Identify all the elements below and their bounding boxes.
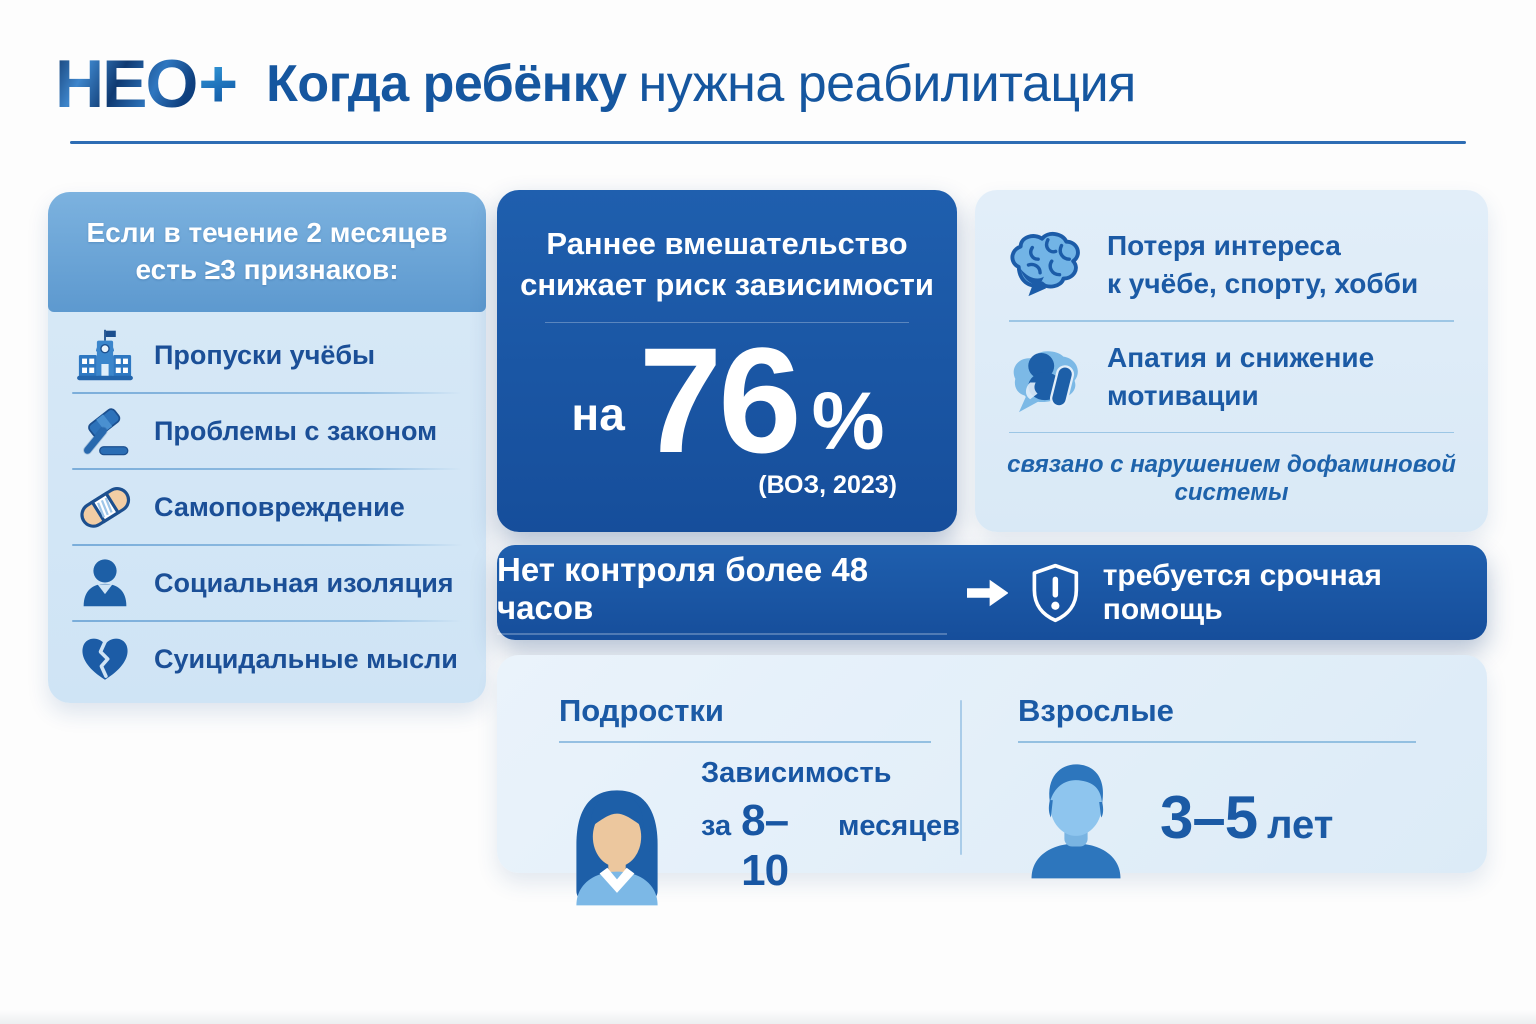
adults-suffix: лет bbox=[1267, 803, 1334, 847]
apathy-icon bbox=[1005, 340, 1083, 414]
brain-icon bbox=[1005, 228, 1083, 302]
alert-banner: Нет контроля более 48 часов требуется ср… bbox=[497, 545, 1487, 640]
alert-condition: Нет контроля более 48 часов bbox=[497, 551, 947, 635]
divider bbox=[72, 468, 462, 470]
sign-label-selfharm: Самоповреждение bbox=[154, 491, 405, 522]
broken-heart-icon bbox=[76, 630, 134, 688]
bandage-icon bbox=[76, 478, 134, 536]
divider bbox=[72, 392, 462, 394]
adults-column: Взрослые 3–5 лет bbox=[960, 655, 1487, 878]
teens-range: 8–10 bbox=[741, 795, 789, 895]
list-item: Потеря интереса к учёбе, спорту, хобби bbox=[1005, 210, 1458, 320]
divider bbox=[1009, 431, 1454, 433]
logo: НЕО + bbox=[55, 46, 238, 122]
teens-column: Подростки Зависимость за 8–10 bbox=[497, 655, 960, 905]
list-item: Пропуски учёбы bbox=[58, 318, 476, 392]
list-item: Самоповреждение bbox=[58, 470, 476, 544]
adult-man-avatar bbox=[1031, 763, 1121, 878]
divider bbox=[1018, 741, 1416, 743]
signs-list: Пропуски учёбы Проблемы с законом bbox=[48, 312, 486, 696]
stat-value-row: на 76 % bbox=[497, 325, 957, 475]
page-title-light: нужна реабилитация bbox=[638, 55, 1137, 113]
teens-content: Зависимость за 8–10 месяцев bbox=[559, 757, 960, 906]
shield-alert-icon bbox=[1032, 563, 1079, 622]
sign-label-isolation: Социальная изоляция bbox=[154, 567, 454, 598]
list-item: Суицидальные мысли bbox=[58, 622, 476, 696]
symptom-line1: Апатия и снижение bbox=[1107, 341, 1375, 373]
list-item: Апатия и снижение мотивации bbox=[1005, 322, 1458, 432]
signs-header-line2: есть ≥3 признаков: bbox=[135, 254, 399, 285]
stat-line1: Раннее вмешательство bbox=[546, 226, 908, 261]
stat-card: Раннее вмешательство снижает риск зависи… bbox=[497, 190, 957, 532]
timeline-panel: Подростки Зависимость за 8–10 bbox=[497, 655, 1487, 905]
list-item: Социальная изоляция bbox=[58, 546, 476, 620]
school-icon bbox=[76, 326, 134, 384]
adults-title: Взрослые bbox=[1018, 693, 1174, 728]
symptom-line2: к учёбе, спорту, хобби bbox=[1107, 268, 1419, 299]
symptoms-panel: Потеря интереса к учёбе, спорту, хобби А… bbox=[975, 190, 1488, 532]
symptom-text-interest: Потеря интереса к учёбе, спорту, хобби bbox=[1107, 227, 1418, 303]
symptom-text-apathy: Апатия и снижение мотивации bbox=[1107, 339, 1374, 415]
divider bbox=[559, 741, 931, 743]
adults-duration: 3–5 лет bbox=[1160, 783, 1333, 852]
logo-plus-icon: + bbox=[198, 46, 238, 122]
teens-suffix: месяцев bbox=[837, 809, 960, 842]
logo-text: НЕО bbox=[55, 46, 198, 122]
signs-panel: Если в течение 2 месяцев есть ≥3 признак… bbox=[48, 192, 486, 703]
teens-line1: Зависимость bbox=[701, 756, 892, 789]
page-title: Когда ребёнку нужна реабилитация bbox=[266, 54, 1136, 114]
divider bbox=[1009, 320, 1454, 322]
sign-label-law: Проблемы с законом bbox=[154, 415, 438, 446]
divider bbox=[72, 620, 462, 622]
teens-line2: за 8–10 месяцев bbox=[701, 796, 960, 896]
page-title-strong: Когда ребёнку bbox=[266, 55, 627, 113]
stat-value: 76 bbox=[638, 315, 802, 484]
bottom-shadow bbox=[0, 1010, 1536, 1024]
divider bbox=[545, 321, 909, 323]
teens-prefix: за bbox=[701, 809, 732, 842]
header-divider bbox=[70, 141, 1466, 144]
sign-label-suicidal: Суицидальные мысли bbox=[154, 643, 458, 674]
stat-prefix: на bbox=[571, 387, 625, 440]
adults-content: 3–5 лет bbox=[1018, 757, 1487, 879]
stat-line2: снижает риск зависимости bbox=[520, 266, 934, 302]
signs-panel-header: Если в течение 2 месяцев есть ≥3 признак… bbox=[48, 192, 486, 312]
adults-range: 3–5 bbox=[1160, 784, 1258, 851]
alert-result: требуется срочная помощь bbox=[1102, 558, 1382, 626]
sign-label-truancy: Пропуски учёбы bbox=[154, 339, 376, 370]
symptoms-note: связано с нарушением дофаминовой системы bbox=[1007, 451, 1456, 506]
divider bbox=[72, 544, 462, 546]
teen-girl-avatar bbox=[576, 789, 658, 905]
stat-percent-sign: % bbox=[811, 375, 885, 467]
symptom-line2: мотивации bbox=[1107, 379, 1259, 411]
teens-title: Подростки bbox=[559, 693, 724, 728]
vertical-divider bbox=[960, 700, 962, 855]
gavel-icon bbox=[76, 402, 134, 460]
list-item: Проблемы с законом bbox=[58, 394, 476, 468]
signs-header-line1: Если в течение 2 месяцев bbox=[86, 217, 448, 249]
header: НЕО + Когда ребёнку нужна реабилитация bbox=[55, 50, 1475, 118]
person-icon bbox=[76, 554, 134, 612]
arrow-right-icon bbox=[966, 579, 1009, 606]
stat-source: (ВОЗ, 2023) bbox=[758, 470, 897, 499]
teens-text: Зависимость за 8–10 месяцев bbox=[701, 757, 960, 906]
symptom-line1: Потеря интереса bbox=[1107, 230, 1341, 262]
